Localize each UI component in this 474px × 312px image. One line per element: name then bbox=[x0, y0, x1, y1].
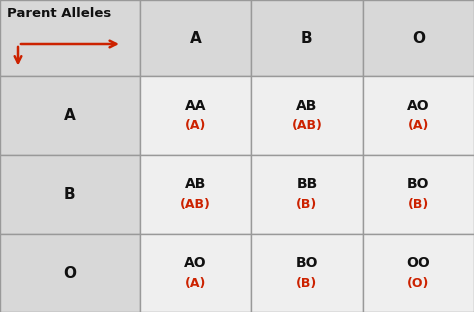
Text: AA: AA bbox=[185, 99, 206, 113]
Text: (AB): (AB) bbox=[180, 198, 211, 211]
Text: (A): (A) bbox=[185, 119, 206, 133]
Text: (A): (A) bbox=[185, 277, 206, 290]
Text: AO: AO bbox=[407, 99, 429, 113]
Text: (AB): (AB) bbox=[292, 119, 322, 133]
Bar bbox=[0, 234, 140, 312]
Bar bbox=[363, 0, 474, 76]
Bar bbox=[140, 0, 251, 76]
Text: (A): (A) bbox=[408, 119, 429, 133]
Text: AO: AO bbox=[184, 256, 207, 270]
Text: A: A bbox=[64, 108, 76, 123]
Text: (O): (O) bbox=[407, 277, 429, 290]
Text: (B): (B) bbox=[408, 198, 429, 211]
Text: Parent Alleles: Parent Alleles bbox=[7, 7, 111, 20]
Bar bbox=[140, 234, 251, 312]
Bar bbox=[0, 76, 140, 155]
Text: BO: BO bbox=[296, 256, 318, 270]
Text: BB: BB bbox=[296, 177, 318, 191]
Bar bbox=[140, 76, 251, 155]
Text: O: O bbox=[64, 266, 76, 280]
Bar bbox=[140, 155, 251, 234]
Text: AB: AB bbox=[185, 177, 206, 191]
Text: B: B bbox=[64, 187, 76, 202]
Text: OO: OO bbox=[406, 256, 430, 270]
Text: O: O bbox=[412, 31, 425, 46]
Bar bbox=[251, 76, 363, 155]
Text: (B): (B) bbox=[296, 277, 318, 290]
Text: A: A bbox=[190, 31, 201, 46]
Text: B: B bbox=[301, 31, 313, 46]
Bar bbox=[0, 155, 140, 234]
Bar bbox=[363, 155, 474, 234]
Text: AB: AB bbox=[296, 99, 318, 113]
Text: (B): (B) bbox=[296, 198, 318, 211]
Bar bbox=[363, 76, 474, 155]
Bar bbox=[0, 0, 140, 76]
Bar bbox=[251, 155, 363, 234]
Bar bbox=[251, 234, 363, 312]
Bar bbox=[363, 234, 474, 312]
Text: BO: BO bbox=[407, 177, 429, 191]
Bar bbox=[251, 0, 363, 76]
